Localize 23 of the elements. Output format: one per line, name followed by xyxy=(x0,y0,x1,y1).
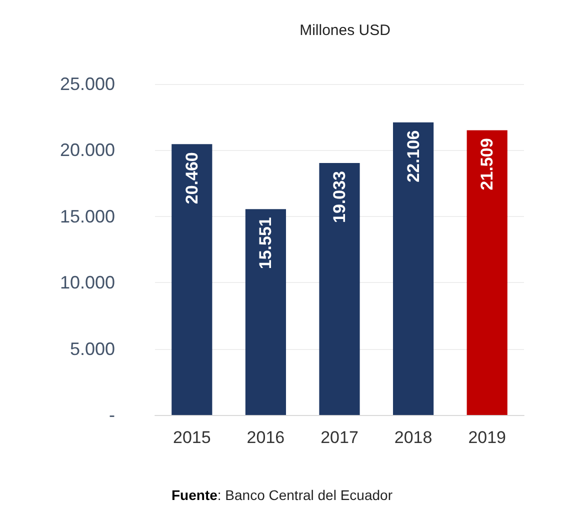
data-label: 22.106 xyxy=(404,130,423,182)
bar xyxy=(319,163,360,415)
data-label: 15.551 xyxy=(256,217,276,270)
x-tick-label: 2017 xyxy=(320,428,358,447)
y-tick-label: 15.000 xyxy=(60,206,115,226)
y-tick-label: - xyxy=(109,405,115,425)
bar xyxy=(393,122,434,415)
x-tick-label: 2018 xyxy=(394,428,432,447)
data-label: 20.460 xyxy=(182,152,202,204)
bar xyxy=(245,209,286,415)
bar xyxy=(172,144,212,415)
data-label: 21.509 xyxy=(478,138,497,190)
y-tick-label: 10.000 xyxy=(60,272,115,293)
x-tick-label: 2015 xyxy=(172,428,211,447)
chart-title: Millones USD xyxy=(300,22,391,39)
data-label: 19.033 xyxy=(330,171,349,224)
x-tick-label: 2016 xyxy=(246,428,285,447)
y-tick-label: 5.000 xyxy=(70,338,115,359)
bar xyxy=(466,130,508,415)
y-tick-label: 20.000 xyxy=(60,140,115,160)
y-tick-label: 25.000 xyxy=(60,74,115,94)
x-tick-label: 2019 xyxy=(468,428,506,447)
source-note: Fuente: Banco Central del Ecuador xyxy=(172,487,393,503)
